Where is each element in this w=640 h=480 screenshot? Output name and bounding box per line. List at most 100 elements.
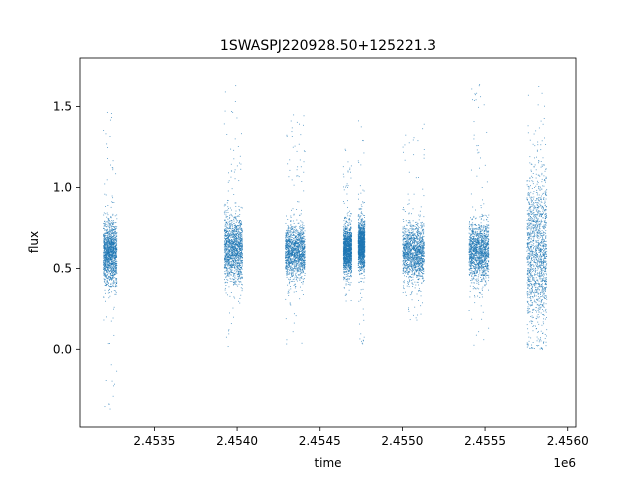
data-point — [295, 255, 297, 257]
data-point — [298, 254, 300, 256]
data-point — [237, 233, 239, 235]
data-point — [106, 242, 108, 244]
data-point — [230, 246, 232, 248]
data-point — [234, 259, 236, 261]
data-point — [286, 263, 288, 265]
data-point — [115, 225, 116, 227]
data-point — [296, 267, 298, 269]
data-point — [288, 238, 290, 239]
data-point — [299, 244, 301, 246]
data-point — [108, 268, 109, 270]
data-point — [229, 224, 231, 226]
data-point — [229, 230, 230, 232]
data-point — [301, 272, 303, 274]
data-point — [302, 255, 304, 257]
data-point — [297, 251, 299, 253]
data-point — [239, 297, 241, 299]
data-point — [104, 221, 106, 222]
data-point — [108, 282, 109, 284]
data-point — [293, 271, 295, 273]
data-point — [107, 255, 109, 257]
data-point — [296, 280, 298, 282]
data-point — [291, 241, 293, 243]
data-point — [287, 219, 289, 220]
data-point — [223, 211, 225, 213]
data-point — [113, 280, 115, 281]
data-point — [108, 252, 110, 254]
data-point — [225, 249, 227, 251]
data-point — [111, 259, 113, 261]
data-point — [241, 253, 243, 255]
data-point — [239, 274, 240, 276]
data-point — [234, 258, 236, 260]
data-point — [293, 226, 295, 228]
data-point — [115, 264, 117, 266]
data-point — [290, 229, 291, 231]
data-point — [109, 219, 110, 221]
data-point — [229, 271, 231, 273]
data-point — [290, 234, 292, 235]
data-point — [223, 228, 225, 230]
data-point — [291, 252, 293, 254]
data-point — [109, 238, 111, 239]
data-point — [231, 266, 233, 268]
data-point — [111, 265, 113, 267]
data-point — [294, 260, 295, 262]
data-point — [287, 225, 289, 226]
data-point — [289, 279, 291, 281]
data-point — [348, 263, 349, 265]
data-point — [303, 233, 304, 235]
data-point — [108, 246, 110, 248]
data-point — [104, 251, 106, 253]
data-point — [226, 238, 228, 240]
data-point — [240, 260, 242, 261]
data-point — [111, 230, 112, 231]
data-point — [225, 227, 227, 229]
data-point — [295, 248, 297, 250]
data-point — [228, 221, 230, 223]
data-point — [286, 232, 288, 234]
data-point — [235, 268, 237, 270]
data-point — [106, 216, 108, 218]
data-point — [239, 270, 241, 272]
data-point — [302, 249, 304, 251]
data-point — [235, 256, 237, 257]
data-point — [343, 243, 345, 245]
data-point — [286, 235, 288, 236]
data-point — [299, 259, 301, 261]
data-point — [109, 229, 111, 231]
data-point — [226, 275, 228, 277]
data-point — [226, 202, 228, 204]
data-point — [226, 241, 228, 243]
data-point — [349, 242, 351, 243]
data-point — [105, 265, 106, 267]
data-point — [289, 238, 291, 240]
data-point — [113, 253, 115, 255]
data-point — [296, 245, 298, 247]
data-point — [111, 252, 113, 254]
data-point — [346, 217, 348, 219]
data-point — [232, 253, 234, 255]
data-point — [241, 230, 243, 232]
data-point — [237, 245, 239, 247]
data-point — [234, 231, 236, 233]
data-point — [346, 231, 348, 233]
data-point — [225, 232, 227, 234]
data-point — [103, 281, 105, 283]
data-point — [301, 234, 303, 235]
data-point — [348, 234, 350, 235]
data-point — [293, 242, 295, 244]
data-point — [238, 236, 240, 238]
data-point — [288, 242, 290, 244]
data-point — [106, 266, 108, 268]
data-point — [240, 287, 242, 289]
data-point — [290, 237, 292, 239]
data-point — [288, 230, 290, 232]
data-point — [232, 263, 234, 265]
data-point — [115, 250, 117, 252]
data-point — [104, 183, 106, 185]
data-point — [299, 241, 301, 243]
data-point — [111, 238, 113, 240]
data-point — [113, 255, 115, 257]
data-point — [288, 245, 290, 247]
